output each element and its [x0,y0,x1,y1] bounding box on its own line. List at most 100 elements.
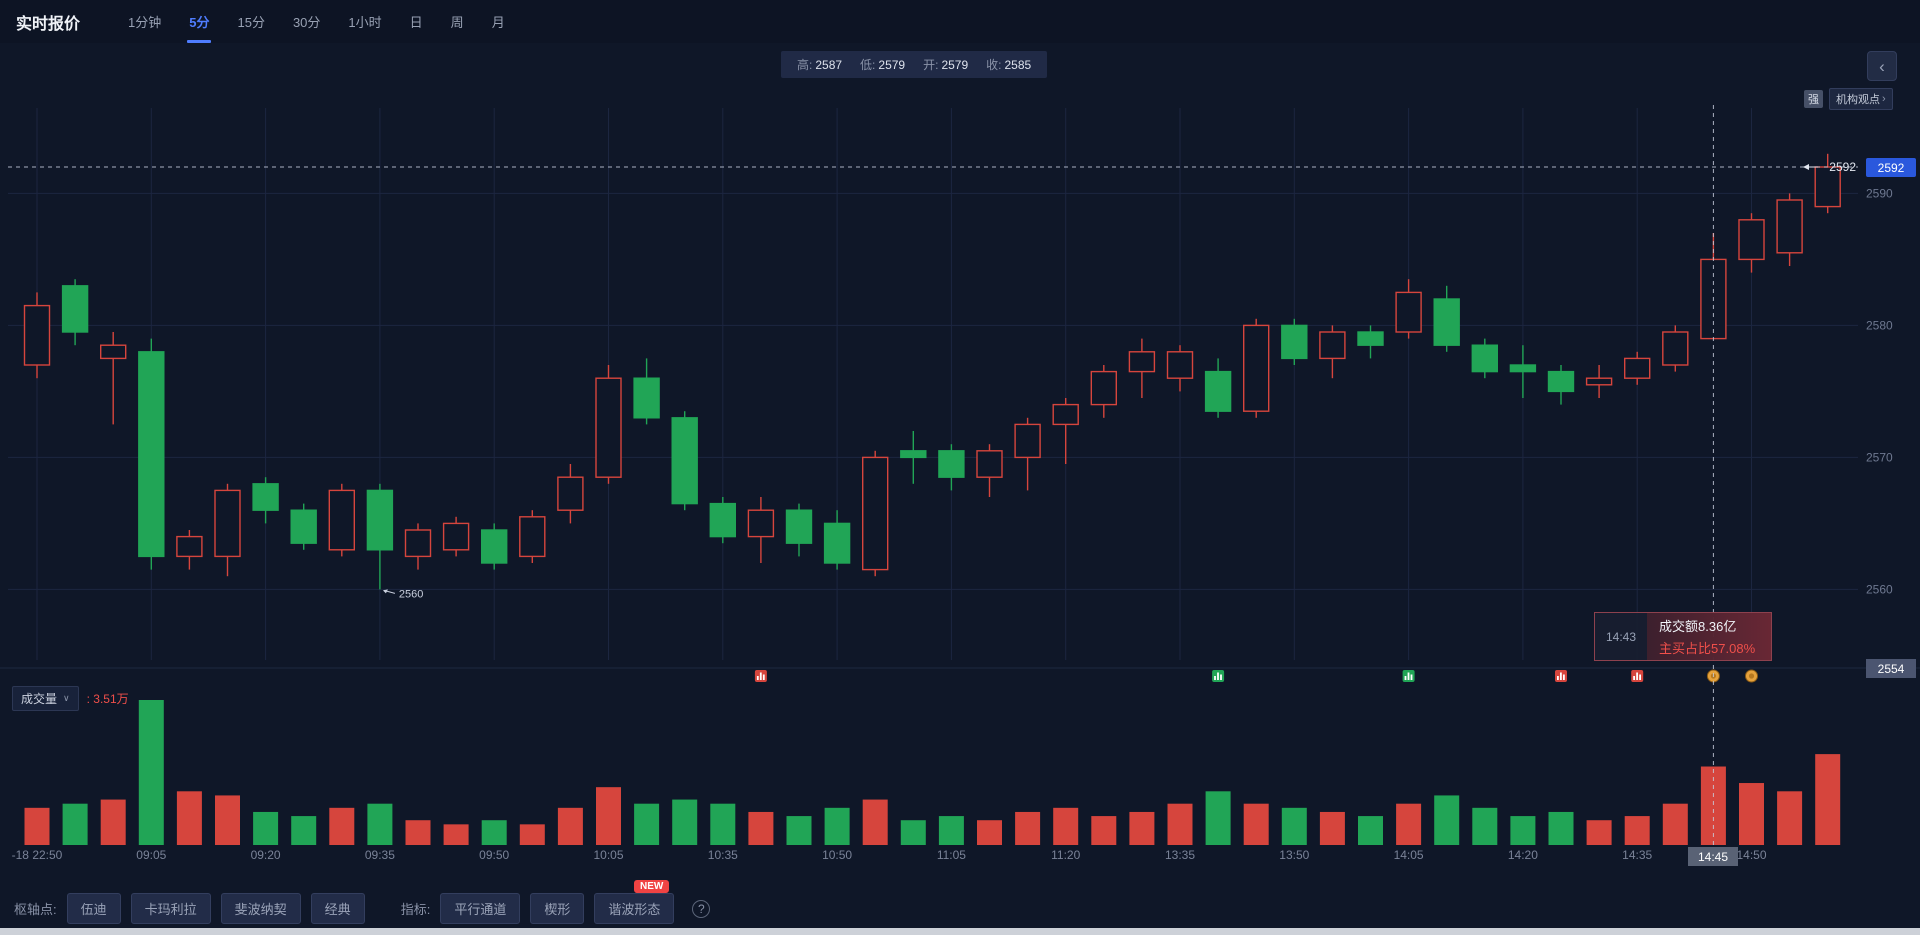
volume-bar[interactable] [672,799,698,845]
candle-body[interactable] [99,344,127,360]
collapse-panel-button[interactable]: ‹ [1867,51,1897,81]
volume-bar[interactable] [481,820,507,845]
candle-body[interactable] [1166,351,1194,379]
candle-body[interactable] [1814,166,1841,208]
candle-body[interactable] [1319,331,1346,360]
volume-bar[interactable] [1358,816,1383,845]
volume-bar[interactable] [1586,820,1612,845]
candle-body[interactable] [442,522,470,551]
tab-day[interactable]: 日 [409,15,423,30]
volume-bar[interactable] [215,795,240,845]
volume-bar[interactable] [1472,807,1498,845]
candle-body[interactable] [366,489,394,551]
red-signal-marker[interactable] [754,670,767,682]
candle-body[interactable] [1776,199,1803,254]
volume-bar[interactable] [1243,803,1269,845]
pivot-camarilla-button[interactable]: 卡玛利拉 [130,893,211,924]
institution-view-button[interactable]: 机构观点 › [1829,88,1893,110]
volume-bar[interactable] [557,807,583,845]
tab-1hour[interactable]: 1小时 [348,15,382,30]
volume-bar[interactable] [176,791,202,845]
candle-body[interactable] [671,417,698,505]
bottom-scrollbar-strip[interactable] [0,928,1920,935]
candle-body[interactable] [785,509,813,544]
tab-30min[interactable]: 30分 [292,15,321,30]
volume-bar[interactable] [291,816,317,845]
volume-bar[interactable] [824,807,850,845]
candle-body[interactable] [1395,291,1422,333]
candle-body[interactable] [557,476,584,511]
candle-body[interactable] [1623,357,1651,379]
volume-bar[interactable] [1167,803,1193,845]
volume-bar[interactable] [443,824,469,845]
candle-body[interactable] [900,450,927,459]
candle-body[interactable] [23,304,51,366]
candle-body[interactable] [1052,403,1079,426]
candle-body[interactable] [290,509,317,544]
candle-body[interactable] [823,522,851,564]
candle-body[interactable] [404,529,432,558]
volume-bar[interactable] [938,816,964,845]
volume-bar[interactable] [748,811,774,845]
volume-bar[interactable] [100,799,126,845]
volume-bar[interactable] [634,803,660,845]
candle-body[interactable] [976,450,1003,478]
candle-body[interactable] [1242,324,1270,412]
volume-bar[interactable] [977,820,1002,845]
candle-body[interactable] [214,489,241,558]
candle-body[interactable] [61,285,89,333]
green-signal-marker[interactable] [1212,670,1225,682]
volume-bar[interactable] [1815,754,1841,845]
candle-body[interactable] [176,535,203,558]
tab-week[interactable]: 周 [450,15,464,30]
volume-bar[interactable] [329,807,355,845]
tab-1min[interactable]: 1分钟 [128,15,162,30]
candle-body[interactable] [1738,219,1765,261]
candle-body[interactable] [1090,370,1118,406]
volume-bar[interactable] [596,787,621,845]
candle-body[interactable] [709,502,736,538]
volume-bar[interactable] [138,700,164,845]
pivot-woodie-button[interactable]: 伍迪 [66,893,121,924]
volume-bar[interactable] [1624,816,1650,845]
volume-bar[interactable] [1205,791,1231,845]
volume-bar[interactable] [1434,795,1460,845]
candle-body[interactable] [1471,344,1499,373]
volume-bar[interactable] [24,807,50,845]
candle-body[interactable] [1281,324,1308,360]
candle-body[interactable] [595,377,622,478]
candle-body[interactable] [1014,423,1041,459]
candle-body[interactable] [747,509,775,538]
candle-body[interactable] [1662,331,1689,366]
volume-bar[interactable] [862,799,888,845]
candle-body[interactable] [1700,258,1727,340]
volume-bar[interactable] [253,811,279,845]
volume-bar[interactable] [1396,803,1422,845]
candle-body[interactable] [252,483,279,511]
volume-bar[interactable] [405,820,431,845]
candle-body[interactable] [481,529,508,564]
volume-bar[interactable] [1281,807,1307,845]
volume-bar[interactable] [1319,811,1345,845]
volume-bar[interactable] [1739,783,1764,845]
orange-signal-marker[interactable] [1745,669,1758,683]
help-icon[interactable]: ? [692,899,711,918]
volume-bar[interactable] [519,824,545,845]
candle-body[interactable] [328,489,355,551]
indicator-wedge-button[interactable]: 楔形 [530,893,585,924]
volume-bar[interactable] [1091,816,1117,845]
pivot-fibonacci-button[interactable]: 斐波纳契 [220,893,301,924]
volume-bar[interactable] [1015,811,1041,845]
red-signal-marker[interactable] [1555,670,1567,682]
volume-bar[interactable] [1053,807,1079,845]
volume-bar[interactable] [1129,811,1155,845]
volume-bar[interactable] [1548,811,1574,845]
pivot-classic-button[interactable]: 经典 [310,893,365,924]
tab-15min[interactable]: 15分 [237,15,265,30]
volume-bar[interactable] [1510,816,1536,845]
indicator-parallel-channel-button[interactable]: 平行通道 [440,893,521,924]
candle-body[interactable] [938,450,965,478]
candle-body[interactable] [1585,377,1613,386]
green-signal-marker[interactable] [1402,670,1415,682]
candle-body[interactable] [138,351,165,558]
